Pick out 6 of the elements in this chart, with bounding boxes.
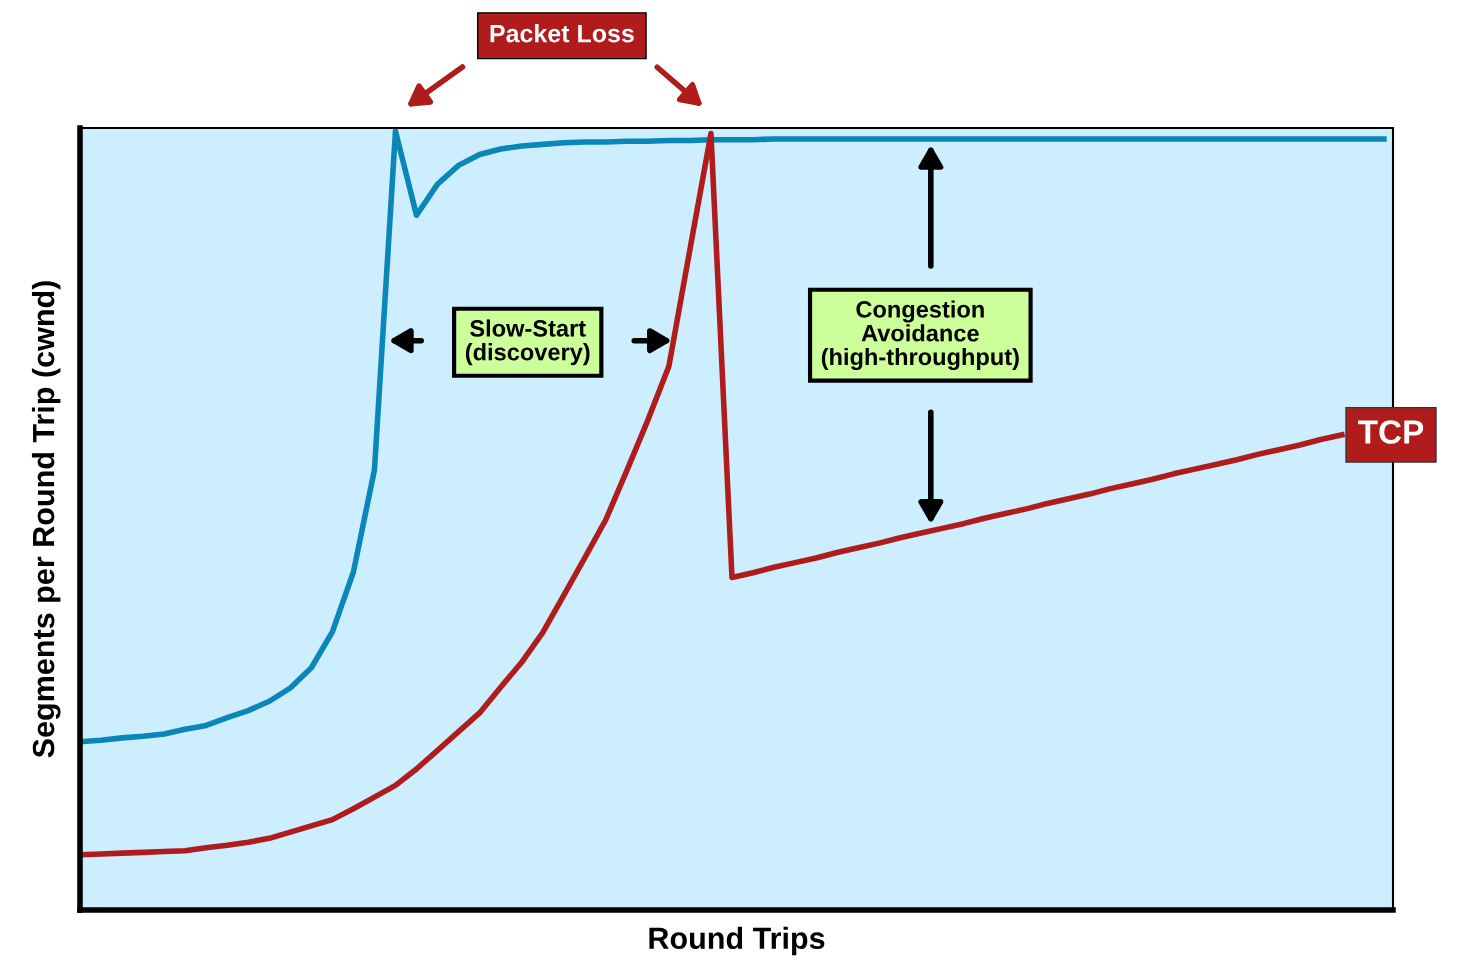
annotation: Slow-Start (discovery) xyxy=(465,319,590,366)
series-label: TCP xyxy=(1358,420,1424,444)
text: Packet Loss xyxy=(490,24,634,43)
x-axis-title: Round Trips xyxy=(649,926,825,956)
y-axis-title: Segments per Round Trip (cwnd) xyxy=(31,281,61,758)
annotation: Congestion Avoidance (high-throughput) xyxy=(821,300,1019,371)
